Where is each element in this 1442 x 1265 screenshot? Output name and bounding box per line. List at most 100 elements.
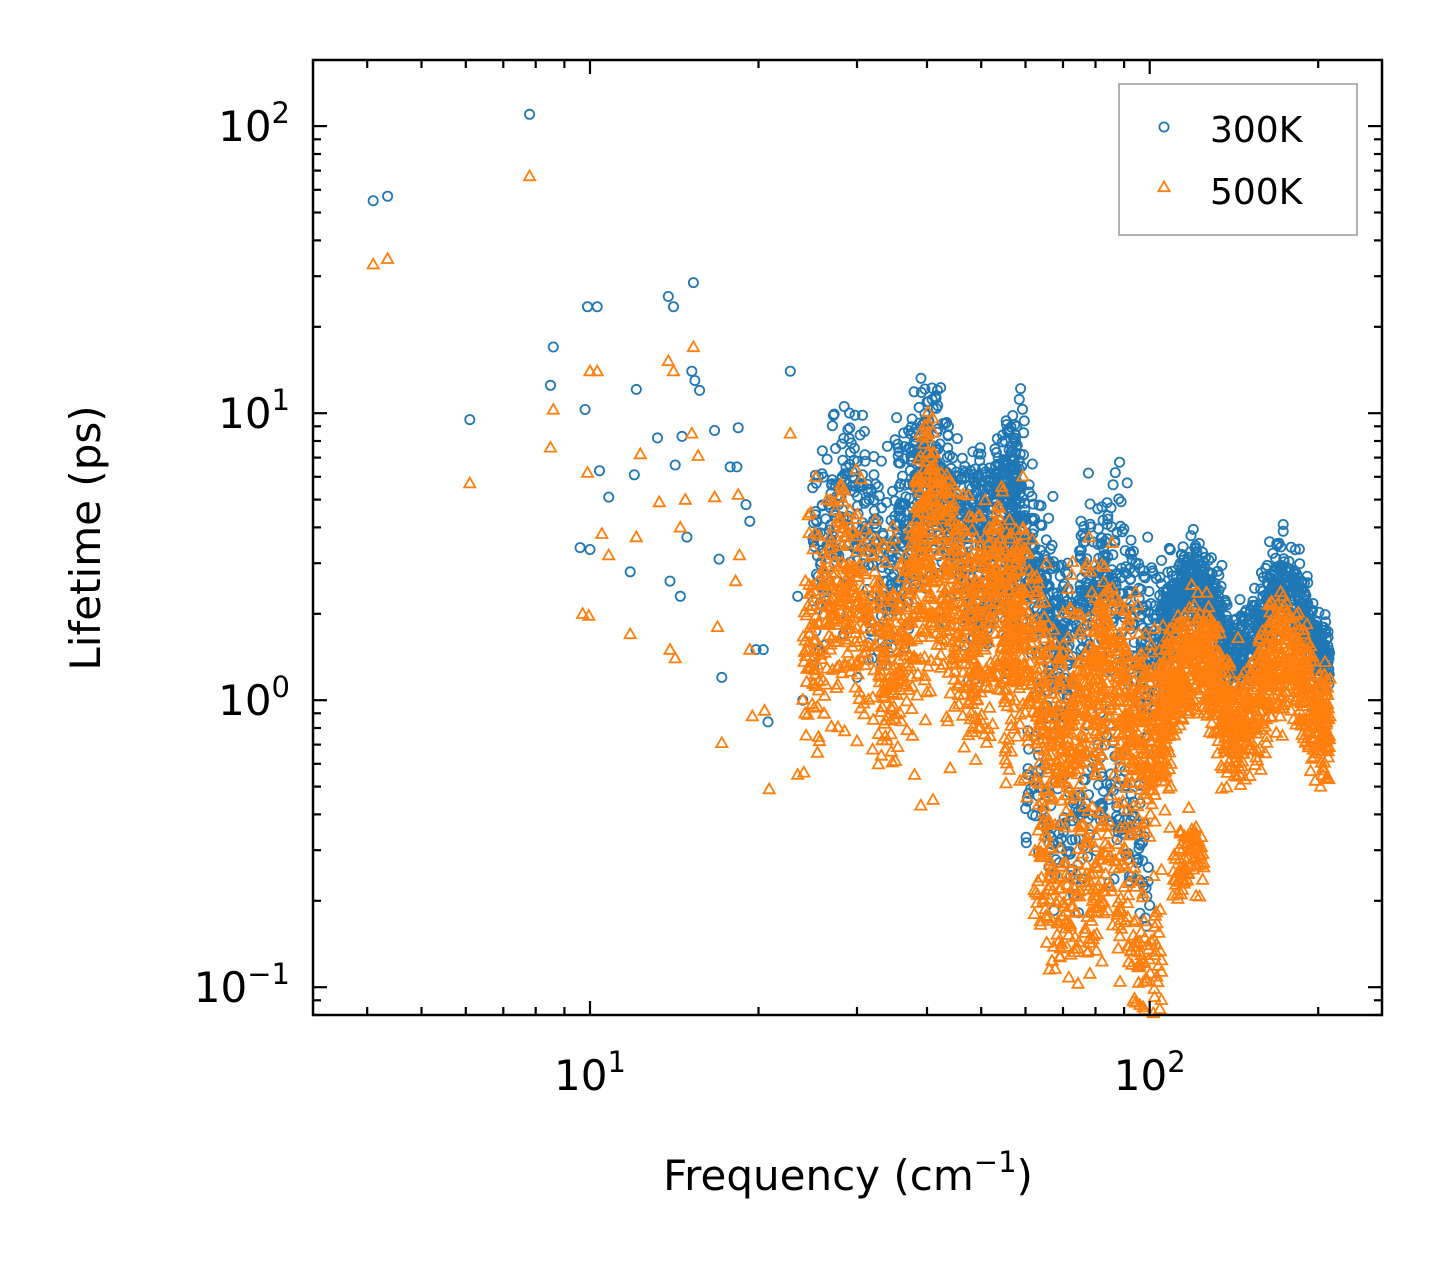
point-500k-1080 (946, 547, 961, 561)
point-500k-755 (919, 573, 934, 587)
point-300k-1926 (1134, 907, 1146, 919)
point-500k-188 (982, 700, 997, 713)
point-300k-2850 (603, 491, 615, 503)
point-500k-1383 (1090, 752, 1105, 766)
point-300k-2853 (624, 566, 636, 578)
point-300k-2834 (1244, 640, 1256, 652)
point-500k-1359 (1039, 555, 1054, 569)
point-500k-945 (971, 586, 987, 600)
point-500k-674 (818, 676, 833, 690)
point-500k-780 (807, 617, 822, 630)
point-300k-1039 (1008, 455, 1020, 467)
point-300k-1609 (1074, 550, 1086, 562)
point-500k-753 (847, 559, 862, 573)
point-300k-2780 (1216, 637, 1228, 649)
point-300k-2106 (1277, 525, 1289, 537)
point-300k-1879 (1066, 834, 1078, 846)
point-500k-388 (801, 660, 816, 673)
point-300k-1670 (1041, 571, 1053, 583)
point-500k-1016 (988, 513, 1003, 527)
point-300k-2877 (757, 644, 769, 656)
point-300k-1579 (1082, 467, 1094, 479)
point-500k-806 (905, 728, 920, 741)
point-500k-243 (854, 471, 869, 485)
point-300k-2828 (1209, 578, 1221, 590)
point-300k-800 (935, 382, 947, 394)
point-500k-816 (857, 657, 873, 670)
point-500k-747 (920, 589, 936, 602)
point-300k-821 (931, 384, 943, 396)
point-500k-685 (891, 671, 906, 685)
point-300k-2075 (1177, 541, 1189, 553)
point-300k-1321 (1109, 467, 1121, 479)
point-300k-1018 (978, 502, 990, 514)
point-300k-2797 (1320, 616, 1332, 628)
point-300k-1054 (1000, 467, 1012, 479)
point-500k-1002 (918, 506, 933, 520)
point-500k-272 (848, 679, 863, 693)
point-500k-288 (821, 627, 837, 641)
point-300k-1654 (1027, 498, 1039, 510)
point-300k-575 (830, 442, 842, 454)
point-500k-821 (965, 724, 980, 738)
point-500k-718 (923, 629, 938, 642)
point-500k-1089 (961, 559, 977, 572)
point-300k-1674 (1101, 518, 1113, 530)
point-500k-895 (802, 586, 817, 599)
point-500k-169 (1002, 512, 1017, 525)
point-500k-761 (897, 560, 913, 574)
point-500k-1063 (920, 426, 936, 440)
point-300k-1912 (1027, 809, 1039, 821)
point-500k-727 (867, 574, 882, 588)
point-500k-527 (857, 638, 872, 652)
point-300k-289 (881, 440, 893, 452)
point-500k-651 (933, 660, 948, 673)
point-300k-1501 (1023, 486, 1035, 498)
point-500k-889 (836, 493, 851, 507)
point-500k-1408 (1065, 554, 1080, 567)
point-300k-1491 (1118, 523, 1130, 535)
point-500k-1448 (1111, 627, 1126, 640)
point-300k-2633 (1199, 583, 1211, 595)
point-500k-876 (877, 688, 892, 702)
point-500k-1033 (953, 570, 969, 584)
point-300k-646 (876, 502, 888, 514)
point-500k-238 (805, 696, 820, 710)
point-500k-698 (840, 511, 855, 524)
point-500k-719 (933, 602, 949, 615)
point-500k-303 (885, 540, 900, 553)
point-500k-1370 (1014, 581, 1029, 595)
point-300k-2703 (1236, 620, 1248, 632)
point-300k-2807 (1302, 597, 1314, 609)
point-500k-750 (801, 507, 816, 521)
point-500k-819 (798, 573, 813, 587)
point-500k-848 (931, 547, 946, 560)
point-500k-1307 (1078, 682, 1093, 696)
point-300k-1008 (969, 463, 981, 475)
point-500k-1077 (957, 608, 973, 621)
point-300k-1652 (1163, 542, 1175, 554)
point-500k-1009 (950, 534, 965, 548)
point-500k-1090 (924, 449, 939, 463)
point-500k-630 (920, 659, 936, 672)
point-500k-507 (983, 610, 998, 624)
point-300k-1557 (1033, 499, 1045, 511)
point-500k-530 (999, 524, 1014, 537)
point-300k-2790 (1282, 570, 1294, 582)
point-500k-60 (985, 716, 1000, 730)
point-500k-551 (917, 672, 932, 686)
point-500k-1040 (926, 462, 941, 476)
point-300k-502 (828, 408, 840, 420)
point-300k-2855 (630, 383, 642, 395)
point-500k-1331 (1060, 581, 1076, 594)
point-500k-1006 (988, 559, 1003, 573)
point-500k-142 (849, 543, 864, 557)
point-500k-893 (969, 666, 984, 679)
point-500k-610 (956, 686, 971, 700)
point-300k-2515 (1187, 523, 1199, 535)
point-300k-2643 (1267, 547, 1279, 559)
point-500k-837 (889, 644, 905, 658)
point-500k-713 (841, 591, 857, 604)
point-300k-2826 (1168, 577, 1180, 589)
point-500k-1095 (915, 517, 930, 531)
